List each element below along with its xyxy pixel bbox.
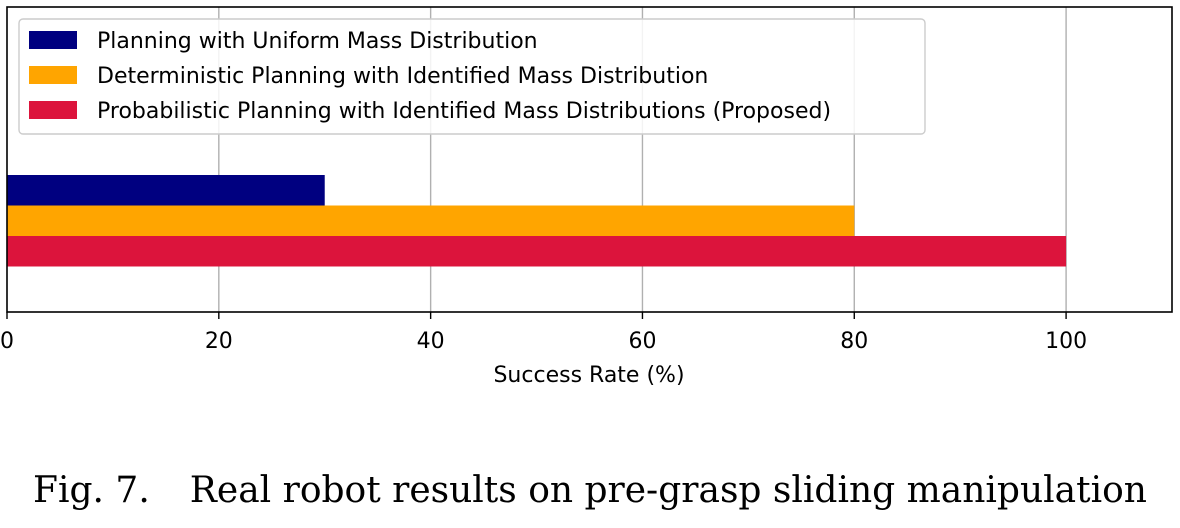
- x-axis-label: Success Rate (%): [493, 363, 684, 388]
- caption-text: Real robot results on pre-grasp sliding …: [189, 470, 1147, 511]
- legend-swatch-3: [29, 101, 77, 119]
- bar-2: [7, 205, 855, 236]
- figure-number: Fig. 7.: [33, 470, 150, 511]
- legend-box: [18, 18, 926, 135]
- x-tick-label-20: 20: [205, 329, 233, 354]
- figure-caption: Fig. 7. Real robot results on pre-grasp s…: [0, 470, 1180, 511]
- legend-swatch-1: [29, 31, 77, 49]
- legend-label-1: Planning with Uniform Mass Distribution: [97, 29, 538, 54]
- x-tick-label-40: 40: [417, 329, 445, 354]
- legend-label-2: Deterministic Planning with Identified M…: [97, 64, 708, 89]
- x-tick-label-100: 100: [1045, 329, 1087, 354]
- bar-1: [7, 175, 325, 206]
- x-axis-ticks: 0 20 40 60 80 100: [0, 312, 1087, 354]
- x-tick-label-80: 80: [840, 329, 868, 354]
- legend-label-3: Probabilistic Planning with Identified M…: [97, 99, 831, 124]
- legend-swatch-2: [29, 66, 77, 84]
- legend: Planning with Uniform Mass Distribution D…: [18, 18, 926, 135]
- bar-3: [7, 236, 1067, 267]
- x-tick-label-60: 60: [628, 329, 656, 354]
- success-rate-bar-chart: 0 20 40 60 80 100 Success Rate (%) Planning w…: [0, 6, 1173, 388]
- bars: [7, 175, 1067, 267]
- plot-frame: [6, 6, 1173, 313]
- x-tick-label-0: 0: [0, 329, 14, 354]
